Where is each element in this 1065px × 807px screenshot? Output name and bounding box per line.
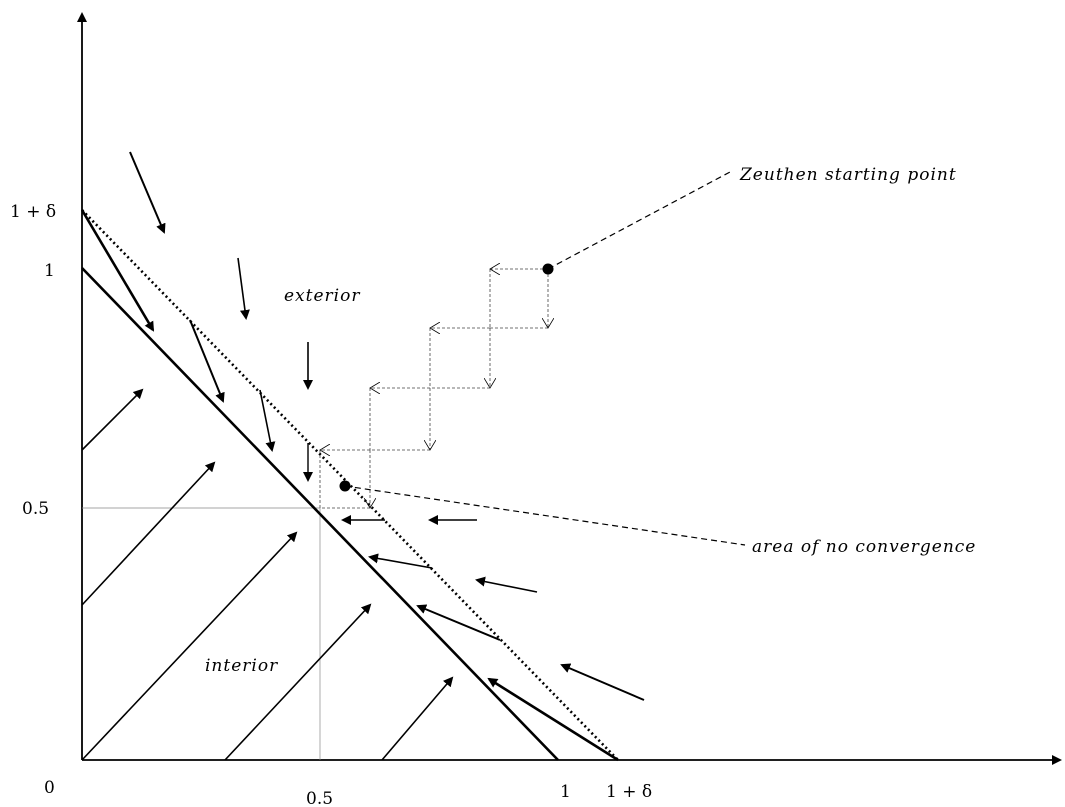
exterior-arrow [416,604,501,641]
exterior-label: exterior [284,286,360,306]
interior-arrow [81,461,216,606]
interior-arrow [81,388,144,451]
x-tick-label: 1 + δ [606,782,652,802]
zeuthen-start-dot [542,263,554,275]
y-tick-label: 1 [44,261,55,281]
interior-arrow [81,531,298,761]
exterior-arrow [560,663,645,701]
interior-arrow [224,603,372,761]
zeuthen-starting-point-label: Zeuthen starting point [739,165,957,185]
axes [77,12,1062,765]
zeuthen-staircase [320,269,548,508]
exterior-arrow [368,553,433,569]
zeuthen-leader-line [547,171,731,270]
leader-lines [344,171,746,546]
exterior-arrow [129,151,166,234]
x-tick-label: 1 [560,782,571,802]
exterior-arrow [237,257,250,320]
frontiers [81,209,619,761]
exterior-arrow [475,576,538,593]
exterior-arrow [487,677,619,762]
y-tick-label: 1 + δ [10,202,56,222]
pareto-frontier [81,267,559,761]
no-convergence-leader-line [344,485,746,546]
interior-arrow [381,676,454,761]
x-tick-label: 0.5 [306,789,333,807]
interior-label: interior [205,656,278,676]
y-tick-label: 0.5 [22,499,49,519]
no-convergence-label: area of no convergence [752,537,976,557]
no-convergence-dot [339,480,351,492]
exterior-arrow [80,209,155,332]
exterior-arrows [80,151,645,762]
exterior-arrow [189,319,225,403]
guide-lines [82,507,321,760]
tick-labels: 0 0.5 1 1 + δ 0.5 1 1 + δ [10,202,652,807]
exterior-arrow [259,389,276,452]
interior-arrows [81,388,454,761]
origin-label: 0 [44,778,55,798]
